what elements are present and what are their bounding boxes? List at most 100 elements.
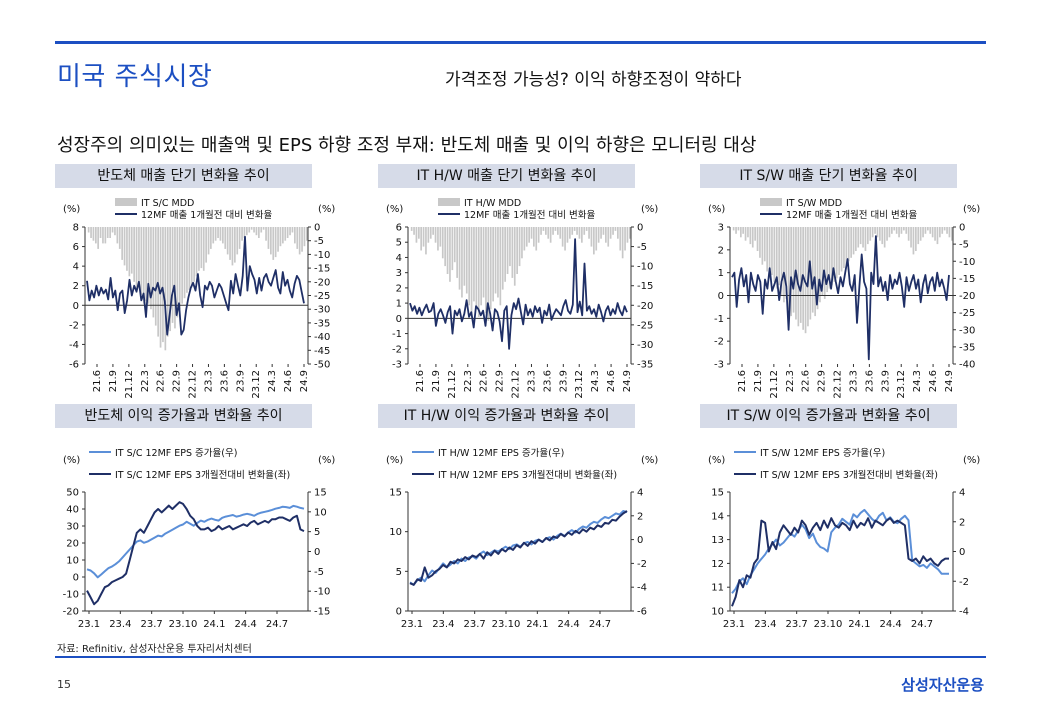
left-tick-label: -6 xyxy=(69,360,79,371)
mdd-bar xyxy=(847,227,850,262)
mdd-bar xyxy=(585,227,588,231)
legend-label: 12MF 매출 1개월전 대비 변화율 xyxy=(464,209,596,221)
x-tick-label: 23.3 xyxy=(849,370,860,392)
x-tick-label: 22.3 xyxy=(785,370,796,392)
mdd-bar xyxy=(109,227,111,238)
mdd-bar xyxy=(742,227,744,234)
mdd-bar xyxy=(516,227,518,274)
mdd-bar xyxy=(286,227,289,238)
right-tick-label: 4 xyxy=(637,488,643,499)
mdd-bar xyxy=(482,227,485,298)
mdd-bar xyxy=(917,227,920,245)
mdd-bar xyxy=(867,227,869,245)
mdd-bar xyxy=(142,227,145,304)
mdd-bar xyxy=(429,227,432,239)
mdd-bar xyxy=(607,227,610,247)
right-tick-label: -20 xyxy=(959,291,975,302)
legend-label: 12MF 매출 1개월전 대비 변화율 xyxy=(786,209,918,221)
left-tick-label: 20 xyxy=(66,539,79,550)
panel-title-sw-eps: IT S/W 이익 증가율과 변화율 추이 xyxy=(700,404,957,428)
mdd-bar xyxy=(542,227,545,231)
bottom-rule xyxy=(55,656,986,658)
mdd-bar xyxy=(859,227,862,245)
mdd-bar xyxy=(473,227,475,302)
x-tick-label: 24.7 xyxy=(911,619,933,630)
series-line xyxy=(731,235,950,361)
series-line xyxy=(409,510,628,586)
left-tick-label: 3 xyxy=(718,223,724,234)
mdd-bar xyxy=(576,227,578,235)
mdd-bar xyxy=(87,227,90,233)
x-tick-label: 23.9 xyxy=(558,370,569,392)
mdd-bar xyxy=(243,227,246,238)
mdd-bar xyxy=(111,227,114,233)
x-tick-label: 22.6 xyxy=(801,370,812,392)
series-line xyxy=(86,235,305,336)
mdd-bar xyxy=(934,227,936,241)
mdd-bar xyxy=(178,227,181,310)
mdd-bar xyxy=(840,227,843,272)
mdd-bar xyxy=(513,227,516,286)
left-tick-label: 5 xyxy=(396,567,402,578)
mdd-bar xyxy=(612,227,614,235)
mdd-bar xyxy=(425,227,427,255)
right-tick-label: -15 xyxy=(314,607,330,618)
mdd-bar xyxy=(458,227,461,290)
x-tick-label: 22.3 xyxy=(140,370,151,392)
x-tick-label: 21.9 xyxy=(753,370,764,392)
mdd-bar xyxy=(864,227,867,251)
mdd-bar xyxy=(898,227,900,238)
mdd-bar xyxy=(138,227,140,288)
mdd-bar xyxy=(265,227,267,241)
mdd-bar xyxy=(446,227,449,274)
x-tick-label: 22.12 xyxy=(833,370,844,399)
series-line xyxy=(86,504,305,579)
mdd-bar xyxy=(272,227,275,260)
mdd-bar xyxy=(267,227,270,249)
mdd-bar xyxy=(477,227,480,317)
right-tick-label: -15 xyxy=(637,281,653,292)
mdd-bar xyxy=(792,227,795,313)
source-note: 자료: Refinitiv, 삼성자산운용 투자리서치센터 xyxy=(57,644,252,655)
mdd-bar xyxy=(874,227,876,234)
mdd-bar xyxy=(176,227,179,318)
mdd-bar xyxy=(219,227,222,241)
mdd-bar xyxy=(518,227,521,267)
left-unit-label: (%) xyxy=(708,204,725,215)
left-tick-label: 12 xyxy=(711,559,724,570)
series-line xyxy=(731,517,949,607)
left-unit-label: (%) xyxy=(63,204,80,215)
left-tick-label: -10 xyxy=(63,590,79,601)
right-tick-label: 0 xyxy=(637,535,643,546)
mdd-bar xyxy=(116,227,119,244)
mdd-bar xyxy=(823,227,826,299)
mdd-bar xyxy=(732,227,735,231)
mdd-bar xyxy=(855,227,857,251)
mdd-bar xyxy=(150,227,152,310)
right-tick-label: -25 xyxy=(314,291,330,302)
mdd-bar xyxy=(537,227,540,243)
mdd-bar xyxy=(939,227,941,238)
left-tick-label: 2 xyxy=(396,283,402,294)
left-tick-label: 2 xyxy=(718,245,724,256)
right-tick-label: -30 xyxy=(314,305,330,316)
left-tick-label: 0 xyxy=(73,301,79,312)
mdd-bar xyxy=(523,227,526,251)
mdd-bar xyxy=(270,227,272,255)
x-tick-label: 24.4 xyxy=(880,619,902,630)
mdd-bar xyxy=(744,227,747,241)
mdd-bar xyxy=(893,227,896,231)
left-tick-label: 4 xyxy=(73,262,79,273)
mdd-bar xyxy=(159,227,162,348)
mdd-bar xyxy=(946,227,948,234)
mdd-bar xyxy=(238,227,241,249)
mdd-bar xyxy=(578,227,581,239)
x-tick-label: 24.6 xyxy=(283,370,294,392)
mdd-bar xyxy=(306,227,308,241)
mdd-bar xyxy=(862,227,864,248)
mdd-bar xyxy=(451,227,454,271)
x-tick-label: 24.7 xyxy=(589,619,611,630)
mdd-bar xyxy=(826,227,828,293)
right-unit-label: (%) xyxy=(963,455,980,466)
x-tick-label: 23.12 xyxy=(574,370,585,399)
